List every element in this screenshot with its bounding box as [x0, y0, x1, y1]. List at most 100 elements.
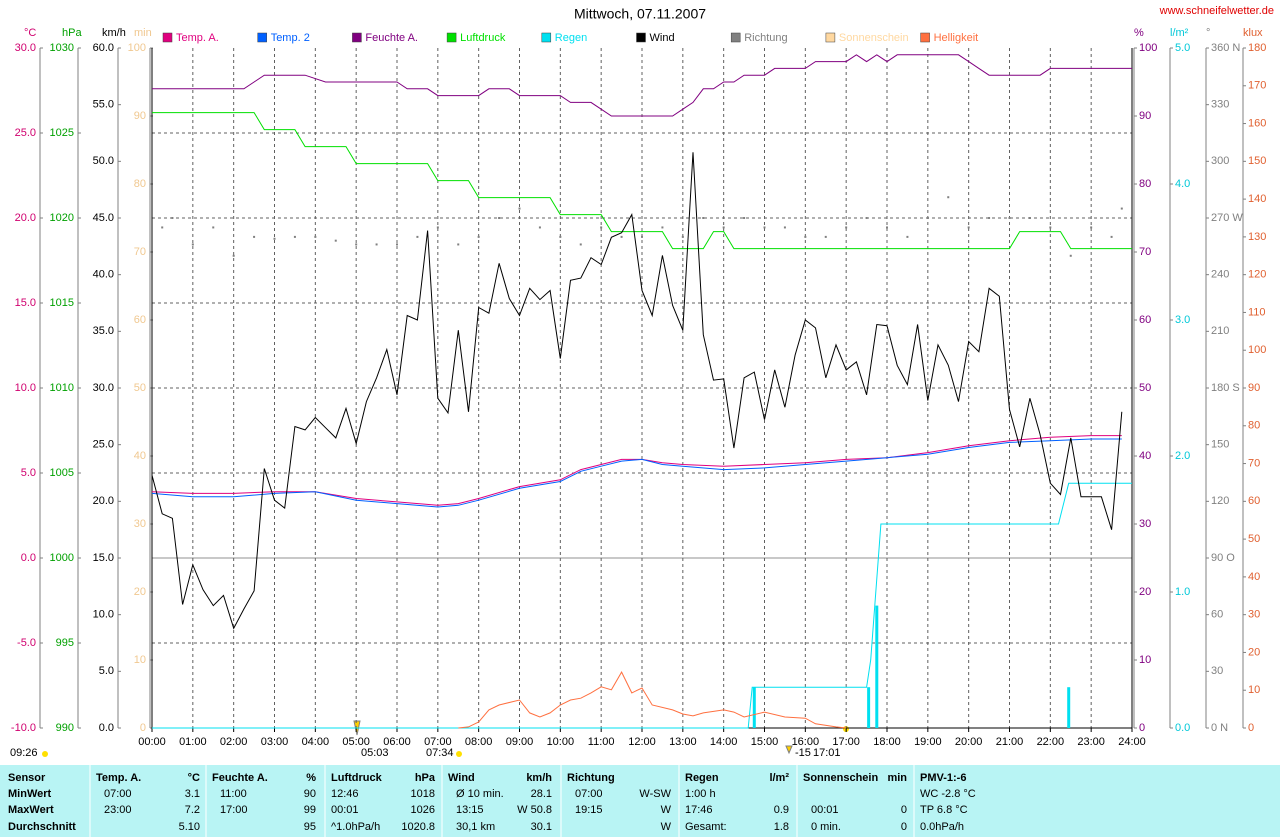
- y-tick-label: 100: [128, 42, 146, 54]
- x-tick-label: 16:00: [792, 736, 820, 748]
- direction-dot: [947, 196, 950, 199]
- y-tick-label: 90: [1248, 382, 1260, 394]
- section-title: Regen: [685, 772, 719, 784]
- cell-right: 1018: [411, 788, 435, 800]
- y-tick-label: 30: [1139, 518, 1151, 530]
- y-tick-label: -10.0: [11, 722, 36, 734]
- direction-dot: [845, 226, 848, 229]
- axis-unit: °: [1206, 27, 1210, 39]
- y-tick-label: 15.0: [15, 297, 36, 309]
- direction-dot: [1008, 217, 1011, 219]
- series-line: [152, 482, 1132, 729]
- y-tick-label: 180: [1248, 42, 1266, 54]
- y-tick-label: 1.0: [1175, 586, 1190, 598]
- axis-unit: min: [134, 27, 152, 39]
- direction-dot: [600, 226, 603, 229]
- y-tick-label: 60: [1211, 609, 1223, 621]
- direction-dot: [232, 254, 235, 257]
- section-unit: %: [306, 772, 316, 784]
- marker-label: 09:26: [10, 747, 38, 759]
- source-link[interactable]: www.schneifelwetter.de: [1159, 5, 1274, 17]
- x-tick-label: 13:00: [669, 736, 697, 748]
- cell-right: 90: [304, 788, 316, 800]
- section-title: PMV-1:-6: [920, 772, 966, 784]
- direction-dot: [804, 235, 807, 238]
- cell-right: 0: [901, 804, 907, 816]
- y-tick-label: 4.0: [1175, 178, 1190, 190]
- y-tick-label: 130: [1248, 231, 1266, 243]
- direction-dot: [457, 243, 460, 246]
- x-tick-label: 02:00: [220, 736, 248, 748]
- cell-right: W-SW: [639, 788, 671, 800]
- cell-left: 00:01: [811, 804, 839, 816]
- legend-swatch: [541, 32, 552, 43]
- x-tick-label: 10:00: [547, 736, 575, 748]
- cell-right: 1026: [411, 804, 435, 816]
- section-title: Temp. A.: [96, 772, 141, 784]
- cell-right: 99: [304, 804, 316, 816]
- row-label: MaxWert: [8, 804, 54, 816]
- marker-label: -15: [795, 747, 811, 759]
- y-tick-label: 20: [1248, 646, 1260, 658]
- x-tick-label: 06:00: [383, 736, 411, 748]
- legend-label: Regen: [555, 32, 587, 44]
- cell-left: 17:46: [685, 804, 713, 816]
- direction-dot: [886, 226, 888, 229]
- legend-label: Temp. 2: [271, 32, 310, 44]
- section-title: Wind: [448, 772, 475, 784]
- marker-label: 07:34: [426, 747, 454, 759]
- x-tick-label: 05:00: [342, 736, 370, 748]
- y-tick-label: 55.0: [93, 99, 114, 111]
- x-tick-label: 21:00: [996, 736, 1024, 748]
- x-tick-label: 15:00: [751, 736, 779, 748]
- section-unit: hPa: [415, 772, 436, 784]
- y-tick-label: 25.0: [15, 127, 36, 139]
- x-tick-label: 22:00: [1037, 736, 1065, 748]
- cell-left: TP 6.8 °C: [920, 804, 968, 816]
- y-tick-label: 30.0: [93, 382, 114, 394]
- direction-dot: [171, 217, 174, 219]
- y-tick-label: 0.0: [21, 552, 36, 564]
- cell-right: 28.1: [531, 788, 552, 800]
- y-tick-label: 20: [134, 586, 146, 598]
- cell-left: 0 min.: [811, 821, 841, 833]
- y-tick-label: 1015: [50, 297, 74, 309]
- y-tick-label: 5.0: [1175, 42, 1190, 54]
- y-tick-label: 1000: [50, 552, 74, 564]
- grid: [152, 48, 1132, 728]
- legend-label: Sonnenschein: [839, 32, 909, 44]
- y-tick-label: 150: [1248, 155, 1266, 167]
- y-tick-label: 80: [1248, 420, 1260, 432]
- y-tick-label: 45.0: [93, 212, 114, 224]
- section-title: Richtung: [567, 772, 615, 784]
- direction-dot: [559, 235, 562, 238]
- cell-right: W: [661, 804, 672, 816]
- x-tick-label: 09:00: [506, 736, 534, 748]
- direction-dot: [783, 226, 786, 229]
- y-tick-label: 3.0: [1175, 314, 1190, 326]
- cell-left: 00:01: [331, 804, 359, 816]
- cell-left: ^1.0hPa/h: [331, 821, 380, 833]
- y-tick-label: 990: [56, 722, 74, 734]
- x-tick-label: 19:00: [914, 736, 942, 748]
- direction-dot: [436, 226, 439, 229]
- astro-markers: 09:26 05:03 07:34 -15 17:01: [10, 720, 849, 759]
- y-tick-label: 10: [134, 654, 146, 666]
- direction-dot: [681, 235, 684, 238]
- section-title: Luftdruck: [331, 772, 383, 784]
- legend-label: Wind: [650, 32, 675, 44]
- axis-unit: %: [1134, 27, 1144, 39]
- direction-dot: [988, 217, 991, 219]
- y-tick-label: 60: [1248, 495, 1260, 507]
- y-tick-label: 70: [1139, 246, 1151, 258]
- direction-dot: [1049, 226, 1052, 229]
- y-tick-label: 1025: [50, 127, 74, 139]
- direction-dot: [191, 243, 194, 246]
- series-line: [151, 435, 1122, 506]
- axes: °C 30.0 25.0 20.0 15.0 10.0 5.0 0.0 -5.0 -10.0 hPa…: [11, 27, 1266, 748]
- chart-title: Mittwoch, 07.11.2007: [574, 6, 706, 22]
- x-tick-label: 01:00: [179, 736, 207, 748]
- direction-dot: [1120, 207, 1123, 210]
- x-tick-label: 23:00: [1077, 736, 1105, 748]
- y-tick-label: 300: [1211, 155, 1229, 167]
